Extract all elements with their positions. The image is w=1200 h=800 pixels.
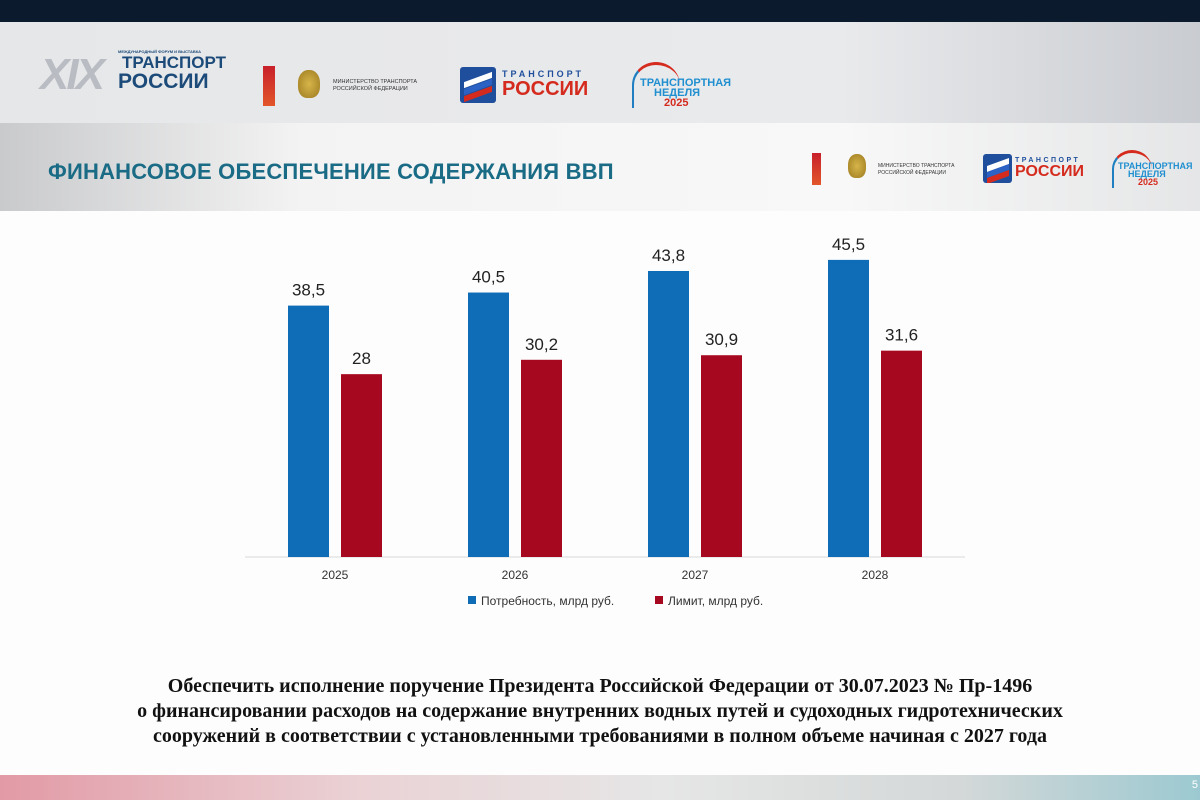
bottom-note-line: Обеспечить исполнение поручение Президен…	[167, 675, 1033, 697]
top-bar	[0, 0, 1200, 22]
x-tick-label: 2027	[682, 568, 709, 582]
data-label: 38,5	[292, 281, 325, 300]
bar	[828, 259, 869, 557]
forum-logo-text: МЕЖДУНАРОДНЫЙ ФОРУМ И ВЫСТАВКА ТРАНСПОРТ…	[118, 49, 227, 93]
forum-logo: XIX	[40, 50, 105, 99]
transport-week-logo-text: ТРАНСПОРТНАЯ НЕДЕЛЯ 2025	[640, 77, 732, 109]
bottom-note: Обеспечить исполнение поручение Президен…	[0, 674, 1200, 749]
legend-label: Потребность, млрд руб.	[481, 594, 614, 608]
coat-of-arms-icon	[298, 70, 320, 98]
data-label: 45,5	[832, 235, 865, 254]
ministry-logo-text-small: МИНИСТЕРСТВО ТРАНСПОРТА РОССИЙСКОЙ ФЕДЕРА…	[878, 163, 955, 176]
bar	[288, 305, 329, 557]
data-label: 30,2	[525, 335, 558, 354]
legend-swatch	[468, 596, 476, 604]
transport-russia-flag-icon	[460, 67, 496, 103]
logo-bar	[0, 22, 1200, 123]
footer-bar	[0, 775, 1200, 800]
victory-80-logo-small	[812, 153, 821, 185]
bar-chart: 38,5 28 2025 40,5 30,2 2026 43,8 30,9 2027 45,5 31…	[245, 235, 965, 608]
slide-title: ФИНАНСОВОЕ ОБЕСПЕЧЕНИЕ СОДЕРЖАНИЯ ВВП	[48, 159, 614, 184]
bottom-note-line: сооружений в соответствии с установленны…	[153, 725, 1047, 747]
bottom-note-line: о финансировании расходов на содержание …	[137, 700, 1063, 722]
transport-russia-logo-text: ТРАНСПОРТ РОССИИ	[502, 69, 589, 100]
x-tick-label: 2025	[322, 568, 349, 582]
data-label: 43,8	[652, 246, 685, 265]
transport-week-logo-text-small: ТРАНСПОРТНАЯ НЕДЕЛЯ 2025	[1118, 161, 1193, 187]
transport-russia-logo-text-small: ТРАНСПОРТ РОССИИ	[1015, 157, 1085, 180]
bar	[521, 359, 562, 557]
bar	[881, 350, 922, 557]
victory-80-logo	[263, 66, 275, 106]
bar	[468, 292, 509, 557]
data-label: 40,5	[472, 268, 505, 287]
x-tick-label: 2026	[502, 568, 529, 582]
transport-russia-flag-icon-small	[983, 154, 1012, 183]
transport-week-arc-icon-small	[1112, 150, 1152, 188]
x-tick-label: 2028	[862, 568, 889, 582]
bar	[341, 374, 382, 557]
legend-label: Лимит, млрд руб.	[668, 594, 763, 608]
bar	[648, 270, 689, 557]
page-number: 5	[1191, 779, 1198, 791]
ministry-logo-text: МИНИСТЕРСТВО ТРАНСПОРТА РОССИЙСКОЙ ФЕДЕРА…	[333, 79, 418, 93]
data-label: 31,6	[885, 326, 918, 345]
data-label: 28	[352, 349, 371, 368]
transport-week-arc-icon	[632, 62, 680, 108]
coat-of-arms-icon-small	[848, 154, 866, 178]
data-label: 30,9	[705, 330, 738, 349]
legend-swatch	[655, 596, 663, 604]
bar	[701, 355, 742, 557]
